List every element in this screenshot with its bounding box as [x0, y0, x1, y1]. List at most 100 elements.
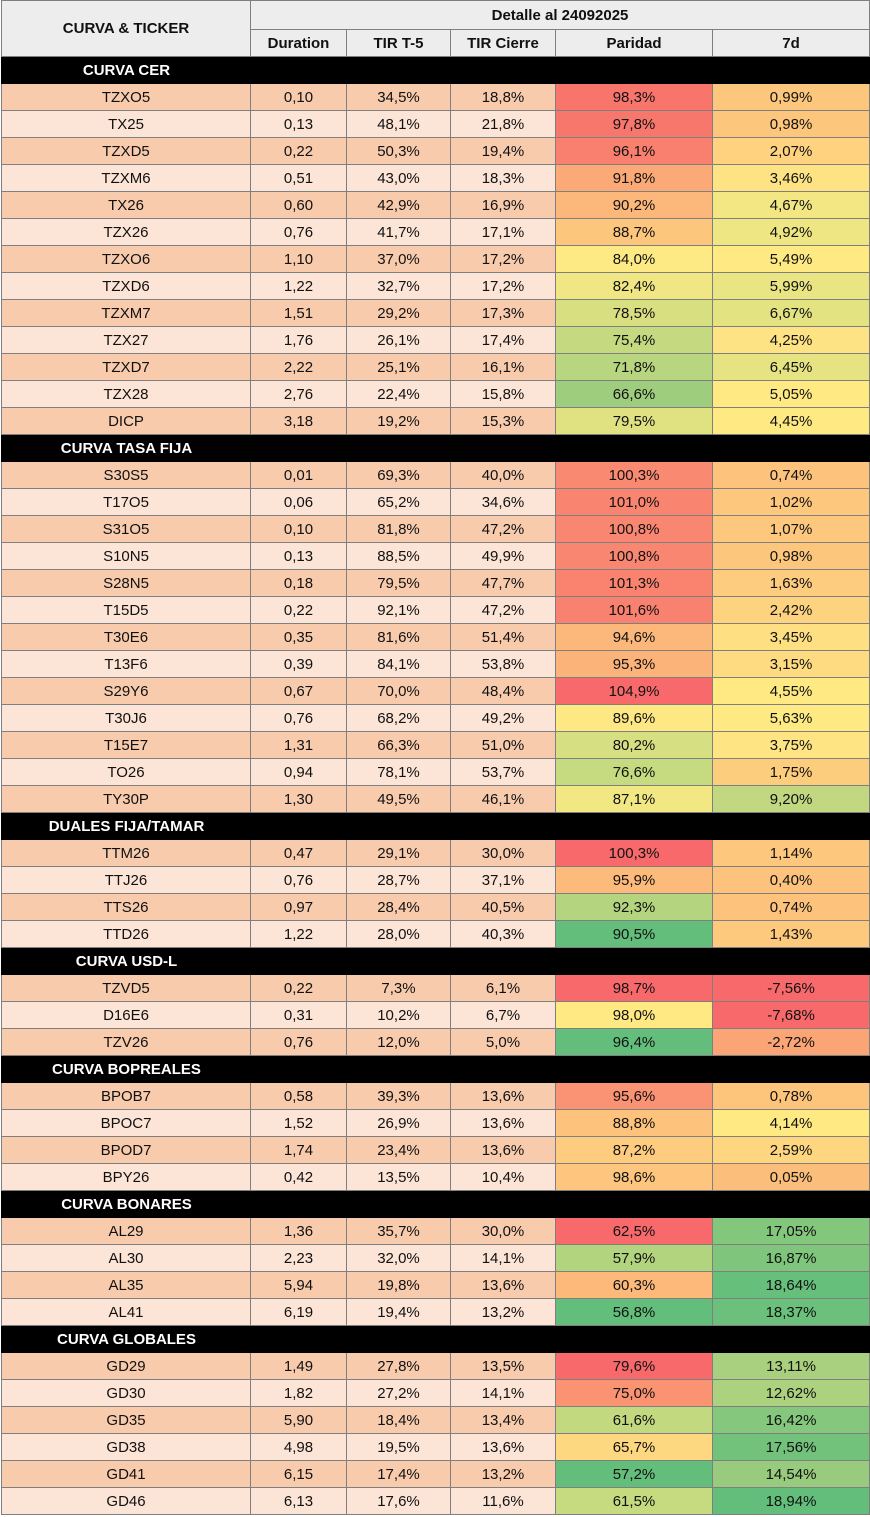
- tir-t5-cell: 27,2%: [346, 1379, 451, 1407]
- paridad-cell: 84,0%: [555, 245, 713, 273]
- table-row: TZXD5 0,22 50,3% 19,4% 96,1% 2,07%: [1, 137, 870, 165]
- table-row: BPY26 0,42 13,5% 10,4% 98,6% 0,05%: [1, 1163, 870, 1191]
- ticker-cell: GD38: [1, 1433, 251, 1461]
- section-header-row: CURVA USD-L: [0, 947, 870, 975]
- duration-cell: 1,22: [250, 272, 347, 300]
- duration-cell: 0,22: [250, 137, 347, 165]
- tir-cierre-cell: 13,6%: [450, 1271, 556, 1299]
- ticker-cell: T15D5: [1, 596, 251, 624]
- duration-cell: 1,52: [250, 1109, 347, 1137]
- table-row: T17O5 0,06 65,2% 34,6% 101,0% 1,02%: [1, 488, 870, 516]
- table-row: GD38 4,98 19,5% 13,6% 65,7% 17,56%: [1, 1433, 870, 1461]
- paridad-cell: 104,9%: [555, 677, 713, 705]
- tir-t5-cell: 50,3%: [346, 137, 451, 165]
- 7d-cell: 4,67%: [711, 191, 870, 219]
- table-row: TZXM7 1,51 29,2% 17,3% 78,5% 6,67%: [1, 299, 870, 327]
- 7d-cell: 0,78%: [711, 1082, 870, 1110]
- table-row: TTS26 0,97 28,4% 40,5% 92,3% 0,74%: [1, 893, 870, 921]
- paridad-cell: 98,7%: [555, 974, 713, 1002]
- tir-cierre-cell: 47,7%: [450, 569, 556, 597]
- ticker-cell: TTD26: [1, 920, 251, 948]
- duration-cell: 5,94: [250, 1271, 347, 1299]
- ticker-cell: TZXD5: [1, 137, 251, 165]
- section-title: DUALES FIJA/TAMAR: [48, 817, 205, 835]
- tir-cierre-cell: 19,4%: [450, 137, 556, 165]
- tir-cierre-cell: 16,9%: [450, 191, 556, 219]
- tir-cierre-cell: 53,7%: [450, 758, 556, 786]
- ticker-cell: DICP: [1, 407, 251, 435]
- table-row: TZXD6 1,22 32,7% 17,2% 82,4% 5,99%: [1, 272, 870, 300]
- duration-cell: 0,94: [250, 758, 347, 786]
- 7d-cell: 12,62%: [711, 1379, 870, 1407]
- ticker-cell: GD35: [1, 1406, 251, 1434]
- ticker-cell: TZXD6: [1, 272, 251, 300]
- ticker-cell: T30J6: [1, 704, 251, 732]
- tir-t5-cell: 17,4%: [346, 1460, 451, 1488]
- tir-t5-cell: 42,9%: [346, 191, 451, 219]
- 7d-cell: -2,72%: [711, 1028, 870, 1056]
- table-row: T13F6 0,39 84,1% 53,8% 95,3% 3,15%: [1, 650, 870, 678]
- tir-cierre-cell: 14,1%: [450, 1379, 556, 1407]
- duration-cell: 6,15: [250, 1460, 347, 1488]
- table-row: GD30 1,82 27,2% 14,1% 75,0% 12,62%: [1, 1379, 870, 1407]
- section-header-row: CURVA BOPREALES: [0, 1055, 870, 1083]
- ticker-cell: AL41: [1, 1298, 251, 1326]
- duration-cell: 0,10: [250, 83, 347, 111]
- 7d-cell: 2,42%: [711, 596, 870, 624]
- tir-t5-cell: 17,6%: [346, 1487, 451, 1515]
- table-row: S10N5 0,13 88,5% 49,9% 100,8% 0,98%: [1, 542, 870, 570]
- tir-cierre-cell: 40,5%: [450, 893, 556, 921]
- tir-cierre-cell: 6,7%: [450, 1001, 556, 1029]
- tir-t5-cell: 78,1%: [346, 758, 451, 786]
- table-row: AL29 1,36 35,7% 30,0% 62,5% 17,05%: [1, 1217, 870, 1245]
- duration-cell: 1,10: [250, 245, 347, 273]
- ticker-cell: T30E6: [1, 623, 251, 651]
- table-row: GD46 6,13 17,6% 11,6% 61,5% 18,94%: [1, 1487, 870, 1515]
- table-row: GD41 6,15 17,4% 13,2% 57,2% 14,54%: [1, 1460, 870, 1488]
- tir-cierre-cell: 14,1%: [450, 1244, 556, 1272]
- paridad-cell: 98,6%: [555, 1163, 713, 1191]
- tir-cierre-cell: 13,6%: [450, 1109, 556, 1137]
- table-row: TZXO6 1,10 37,0% 17,2% 84,0% 5,49%: [1, 245, 870, 273]
- duration-cell: 0,18: [250, 569, 347, 597]
- paridad-cell: 90,5%: [555, 920, 713, 948]
- duration-cell: 0,31: [250, 1001, 347, 1029]
- tir-cierre-cell: 51,0%: [450, 731, 556, 759]
- paridad-cell: 92,3%: [555, 893, 713, 921]
- tir-cierre-cell: 17,3%: [450, 299, 556, 327]
- tir-t5-cell: 43,0%: [346, 164, 451, 192]
- tir-t5-cell: 41,7%: [346, 218, 451, 246]
- tir-t5-cell: 49,5%: [346, 785, 451, 813]
- section-header-row: CURVA GLOBALES: [0, 1325, 870, 1353]
- ticker-cell: TO26: [1, 758, 251, 786]
- duration-cell: 6,19: [250, 1298, 347, 1326]
- duration-cell: 0,10: [250, 515, 347, 543]
- 7d-cell: 0,74%: [711, 461, 870, 489]
- tir-t5-cell: 84,1%: [346, 650, 451, 678]
- 7d-cell: 3,46%: [711, 164, 870, 192]
- tir-t5-cell: 10,2%: [346, 1001, 451, 1029]
- table-row: TZX26 0,76 41,7% 17,1% 88,7% 4,92%: [1, 218, 870, 246]
- tir-t5-cell: 28,4%: [346, 893, 451, 921]
- table-row: AL41 6,19 19,4% 13,2% 56,8% 18,37%: [1, 1298, 870, 1326]
- tir-t5-column-header: TIR T-5: [346, 29, 451, 57]
- paridad-cell: 101,0%: [555, 488, 713, 516]
- tir-t5-cell: 65,2%: [346, 488, 451, 516]
- ticker-cell: TTS26: [1, 893, 251, 921]
- paridad-cell: 95,6%: [555, 1082, 713, 1110]
- ticker-cell: TTJ26: [1, 866, 251, 894]
- table-row: TTD26 1,22 28,0% 40,3% 90,5% 1,43%: [1, 920, 870, 948]
- paridad-cell: 96,1%: [555, 137, 713, 165]
- tir-t5-cell: 34,5%: [346, 83, 451, 111]
- tir-t5-cell: 28,7%: [346, 866, 451, 894]
- 7d-cell: 0,98%: [711, 110, 870, 138]
- tir-t5-cell: 88,5%: [346, 542, 451, 570]
- ticker-cell: T13F6: [1, 650, 251, 678]
- 7d-cell: 6,67%: [711, 299, 870, 327]
- paridad-cell: 57,2%: [555, 1460, 713, 1488]
- paridad-cell: 75,0%: [555, 1379, 713, 1407]
- 7d-cell: 4,14%: [711, 1109, 870, 1137]
- tir-t5-cell: 66,3%: [346, 731, 451, 759]
- tir-t5-cell: 19,5%: [346, 1433, 451, 1461]
- paridad-cell: 94,6%: [555, 623, 713, 651]
